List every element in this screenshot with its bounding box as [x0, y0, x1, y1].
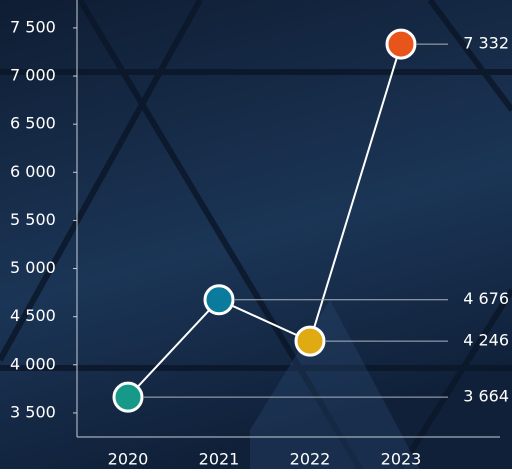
y-tick-label: 5 000: [10, 258, 56, 277]
point: [294, 325, 326, 357]
background-shape: [250, 300, 420, 469]
y-tick-label: 5 500: [10, 210, 56, 229]
point: [385, 28, 417, 60]
x-tick-label: 2022: [290, 450, 331, 469]
y-tick-label: 6 500: [10, 114, 56, 133]
data-label: 4 246: [463, 331, 509, 350]
x-tick-label: 2020: [108, 450, 149, 469]
point: [203, 284, 235, 316]
line: [127, 43, 402, 398]
data-label: 4 676: [463, 289, 509, 308]
data-label: 3 664: [463, 387, 509, 406]
x-tick-label: 2021: [199, 450, 240, 469]
y-tick-label: 7 000: [10, 66, 56, 85]
y-tick-label: 4 000: [10, 354, 56, 373]
y-tick-label: 4 500: [10, 306, 56, 325]
y-tick-label: 3 500: [10, 402, 56, 421]
x-tick-label: 2023: [381, 450, 422, 469]
point: [112, 381, 144, 413]
y-tick-label: 7 500: [10, 17, 56, 36]
data-label: 7 332: [463, 34, 509, 53]
y-tick-label: 6 000: [10, 162, 56, 181]
